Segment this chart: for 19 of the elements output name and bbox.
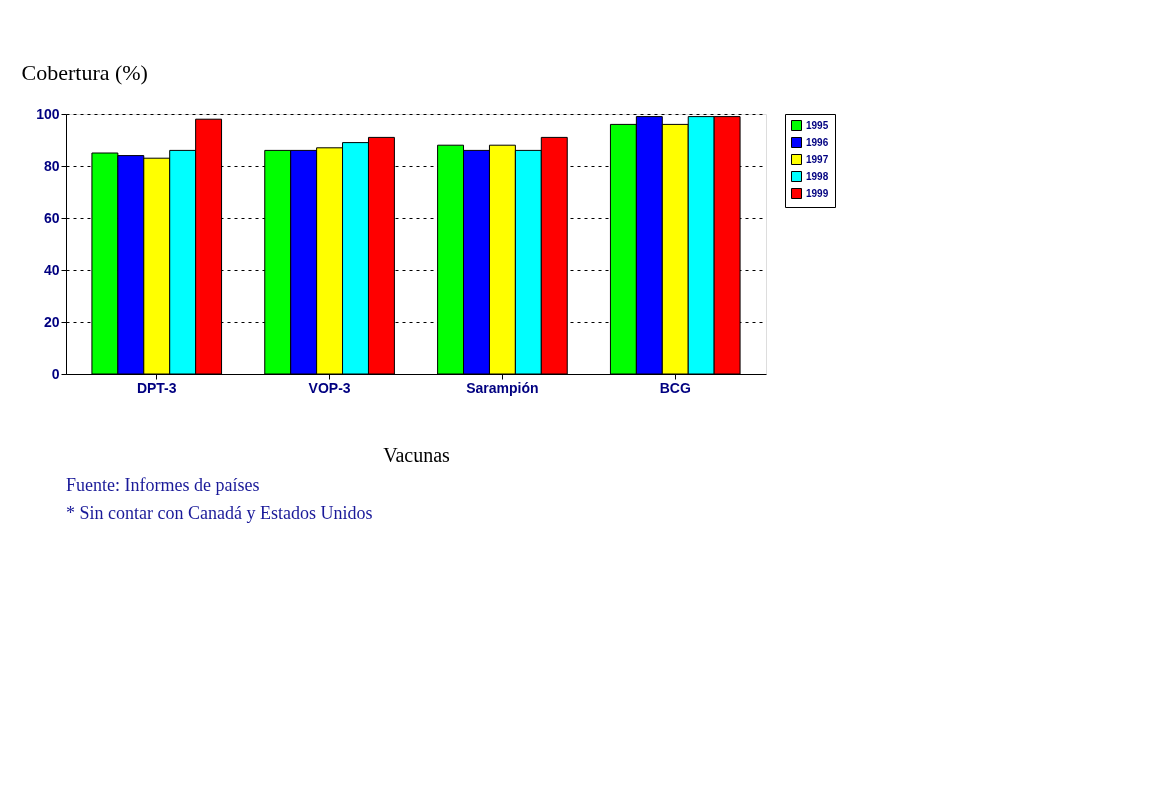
y-axis-title: Cobertura (%) (21, 59, 148, 85)
y-tick-label: 20 (43, 313, 60, 330)
y-tick-label: 80 (43, 157, 60, 174)
y-tick-label: 40 (43, 261, 60, 278)
y-tick-label: 0 (51, 365, 60, 382)
y-tick-label: 60 (43, 209, 60, 226)
x-axis-title: Vacunas (383, 443, 451, 466)
y-tick-label: 100 (36, 105, 60, 122)
source-note: Fuente: Informes de países (66, 475, 260, 495)
text: * Sin contar con Canadá y Estados Unidos (66, 503, 373, 523)
legend-label: 1998 (806, 170, 829, 182)
legend-label: 1997 (806, 153, 829, 165)
x-tick-label: DPT-3 (136, 379, 177, 396)
x-tick-label: VOP-3 (308, 379, 351, 396)
x-tick-label: Sarampión (466, 379, 539, 396)
legend-label: 1996 (806, 136, 829, 148)
x-tick-label: BCG (659, 379, 691, 396)
legend-label: 1995 (806, 119, 829, 131)
legend-label: 1999 (806, 187, 829, 199)
